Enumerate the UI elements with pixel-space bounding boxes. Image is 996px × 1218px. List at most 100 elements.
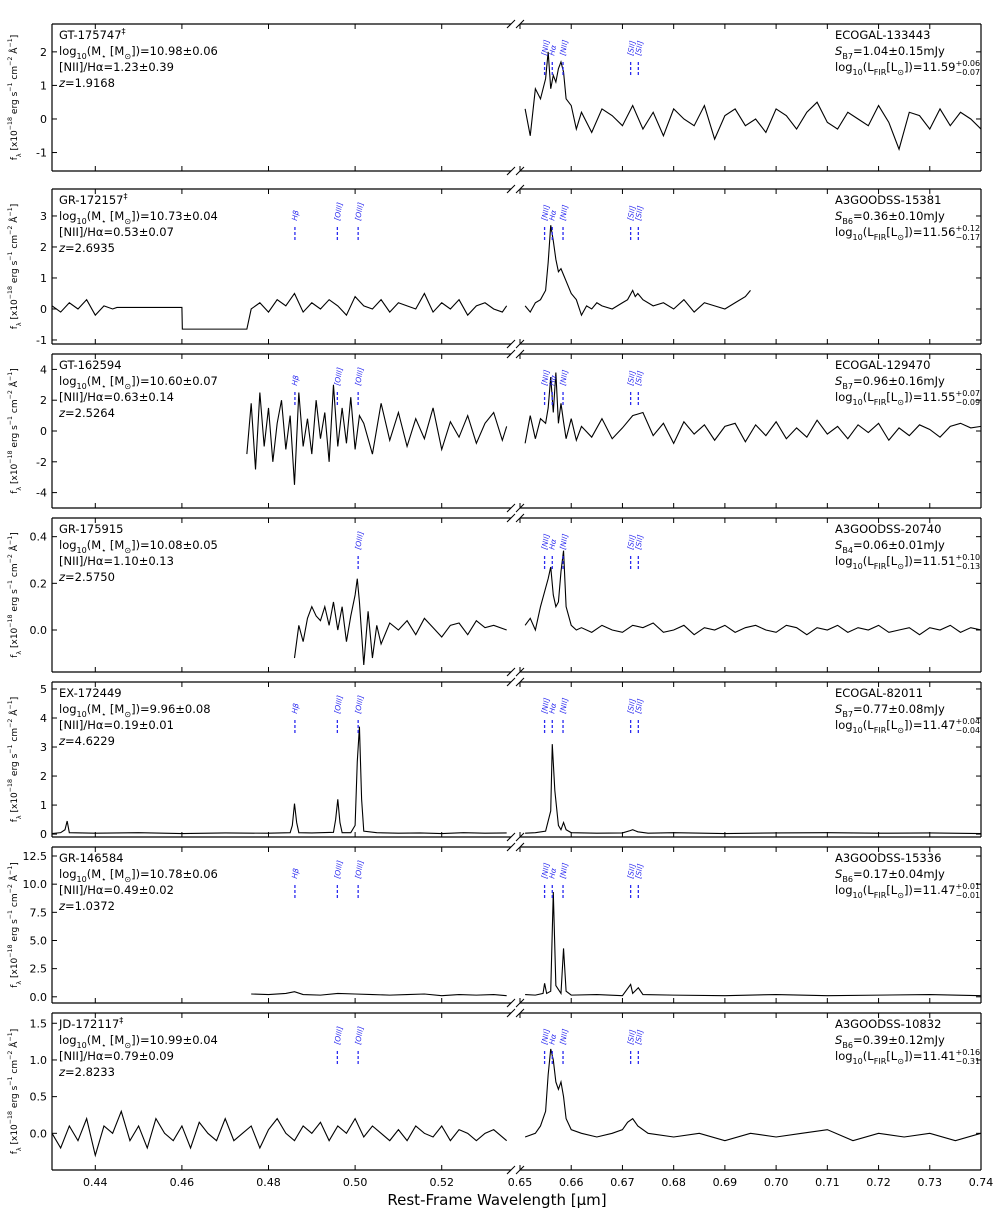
line-label: [OIII] — [353, 531, 365, 551]
y-tick-label: -2 — [36, 456, 47, 469]
line-label: [NII] — [558, 697, 570, 714]
text-run: [L — [886, 883, 897, 897]
y-tick-label: 2 — [40, 394, 47, 407]
line-label: [OIII] — [353, 695, 365, 715]
spectrum-line — [251, 991, 507, 997]
text-run: S — [835, 538, 842, 552]
text-run: ⋆ — [101, 52, 106, 61]
text-run: erg s — [10, 425, 20, 451]
line-label: Hα — [547, 867, 558, 879]
info-right: A3GOODSS-20740 — [835, 522, 941, 536]
text-run: GR-175915 — [59, 522, 124, 536]
y-tick-label: 0.4 — [30, 531, 48, 544]
line-label: Hα — [547, 209, 558, 221]
text-run: =2.8233 — [65, 1065, 115, 1079]
info-left: log10(M⋆ [M⊙])=9.96±0.08 — [59, 702, 211, 719]
text-run: λ — [16, 815, 23, 819]
text-run: −1 — [7, 580, 14, 589]
y-tick-label: 0.0 — [30, 991, 48, 1004]
text-run: B7 — [842, 52, 853, 61]
text-run: −1 — [7, 251, 14, 260]
y-tick-label: 0 — [40, 113, 47, 126]
text-run: B6 — [842, 1041, 853, 1050]
text-run: −0.17 — [955, 233, 980, 242]
info-left: GT-162594 — [59, 358, 122, 372]
info-left: [NII]/Hα=0.53±0.07 — [59, 225, 174, 239]
text-run: =2.6935 — [65, 241, 115, 255]
text-run: erg s — [10, 260, 20, 286]
info-right: ECOGAL-133443 — [835, 28, 930, 42]
text-run: +0.16 — [955, 1048, 980, 1057]
x-tick-label: 0.50 — [343, 1176, 368, 1189]
text-run: ⋆ — [101, 710, 106, 719]
text-run: ⊙ — [897, 726, 904, 735]
line-label: [NII] — [540, 862, 552, 879]
text-run: −1 — [7, 1032, 14, 1041]
y-axis-label: fλ [x10−18 erg s−1 cm−2 Å−1] — [7, 35, 23, 161]
line-label: [SII] — [626, 863, 637, 879]
text-run: GR-146584 — [59, 851, 124, 865]
text-run: cm — [10, 399, 20, 416]
text-run: ])=10.98±0.06 — [131, 44, 218, 58]
text-run: A3GOODSS-15381 — [835, 193, 941, 207]
text-run: (M — [87, 538, 101, 552]
spectrum-line — [52, 726, 507, 835]
text-run: z — [58, 899, 66, 913]
text-run: 10 — [853, 562, 863, 571]
text-run: ⊙ — [124, 52, 131, 61]
line-label: [SII] — [626, 205, 637, 221]
text-run: Å — [8, 544, 20, 554]
spectrum-line — [246, 384, 508, 485]
text-run: −2 — [7, 719, 14, 728]
text-run: 10 — [77, 217, 87, 226]
y-tick-label: 0.0 — [30, 624, 48, 637]
text-run: cm — [10, 893, 20, 910]
line-label: [OIII] — [332, 202, 344, 222]
text-run: ])=11.56 — [904, 225, 956, 239]
text-run: Å — [8, 216, 20, 226]
info-right: SB4=0.06±0.01mJy — [835, 538, 945, 555]
text-run: =2.5264 — [65, 406, 115, 420]
text-run: A3GOODSS-15336 — [835, 851, 941, 865]
text-run: ])=10.60±0.07 — [131, 374, 218, 388]
text-run: 10 — [853, 398, 863, 407]
text-run: =0.77±0.08mJy — [853, 702, 945, 716]
text-run: =0.17±0.04mJy — [853, 867, 945, 881]
text-run: =1.0372 — [65, 899, 115, 913]
text-run: [x10 — [10, 627, 20, 650]
line-label: Hβ — [290, 867, 301, 879]
info-left: log10(M⋆ [M⊙])=10.60±0.07 — [59, 374, 218, 391]
text-run: erg s — [10, 1085, 20, 1111]
text-run: =0.06±0.01mJy — [853, 538, 945, 552]
text-run: erg s — [10, 91, 20, 117]
text-run: =2.5750 — [65, 570, 115, 584]
info-right: SB7=0.77±0.08mJy — [835, 702, 945, 719]
y-tick-label: 2 — [40, 770, 47, 783]
text-run: −1 — [7, 207, 14, 216]
info-right: log10(LFIR[L⊙])=11.59+0.06 −0.07 — [835, 59, 980, 77]
info-left: log10(M⋆ [M⊙])=10.78±0.06 — [59, 867, 218, 884]
text-run: −1 — [7, 372, 14, 381]
text-run: =0.39±0.12mJy — [853, 1033, 945, 1047]
text-run: λ — [16, 487, 23, 491]
text-run: ] — [10, 532, 20, 536]
info-right: SB6=0.17±0.04mJy — [835, 867, 945, 884]
text-run: ])=11.59 — [904, 60, 956, 74]
text-run: 10 — [77, 546, 87, 555]
info-left: z=1.9168 — [58, 76, 115, 90]
text-run: ⊙ — [124, 382, 131, 391]
line-label: [OIII] — [353, 367, 365, 387]
text-run: [NII]/Hα=0.53±0.07 — [59, 225, 174, 239]
info-left: log10(M⋆ [M⊙])=10.98±0.06 — [59, 44, 218, 61]
text-run: −2 — [7, 1051, 14, 1060]
text-run: [L — [886, 1049, 897, 1063]
x-tick-label: 0.70 — [764, 1176, 789, 1189]
line-label: [SII] — [626, 534, 637, 550]
text-run: λ — [16, 322, 23, 326]
x-tick-label: 0.73 — [918, 1176, 943, 1189]
line-label: [OIII] — [332, 367, 344, 387]
y-tick-label: 1.0 — [30, 1054, 48, 1067]
text-run: [M — [106, 374, 124, 388]
spectrum-line — [524, 550, 981, 636]
x-tick-label: 0.44 — [83, 1176, 108, 1189]
